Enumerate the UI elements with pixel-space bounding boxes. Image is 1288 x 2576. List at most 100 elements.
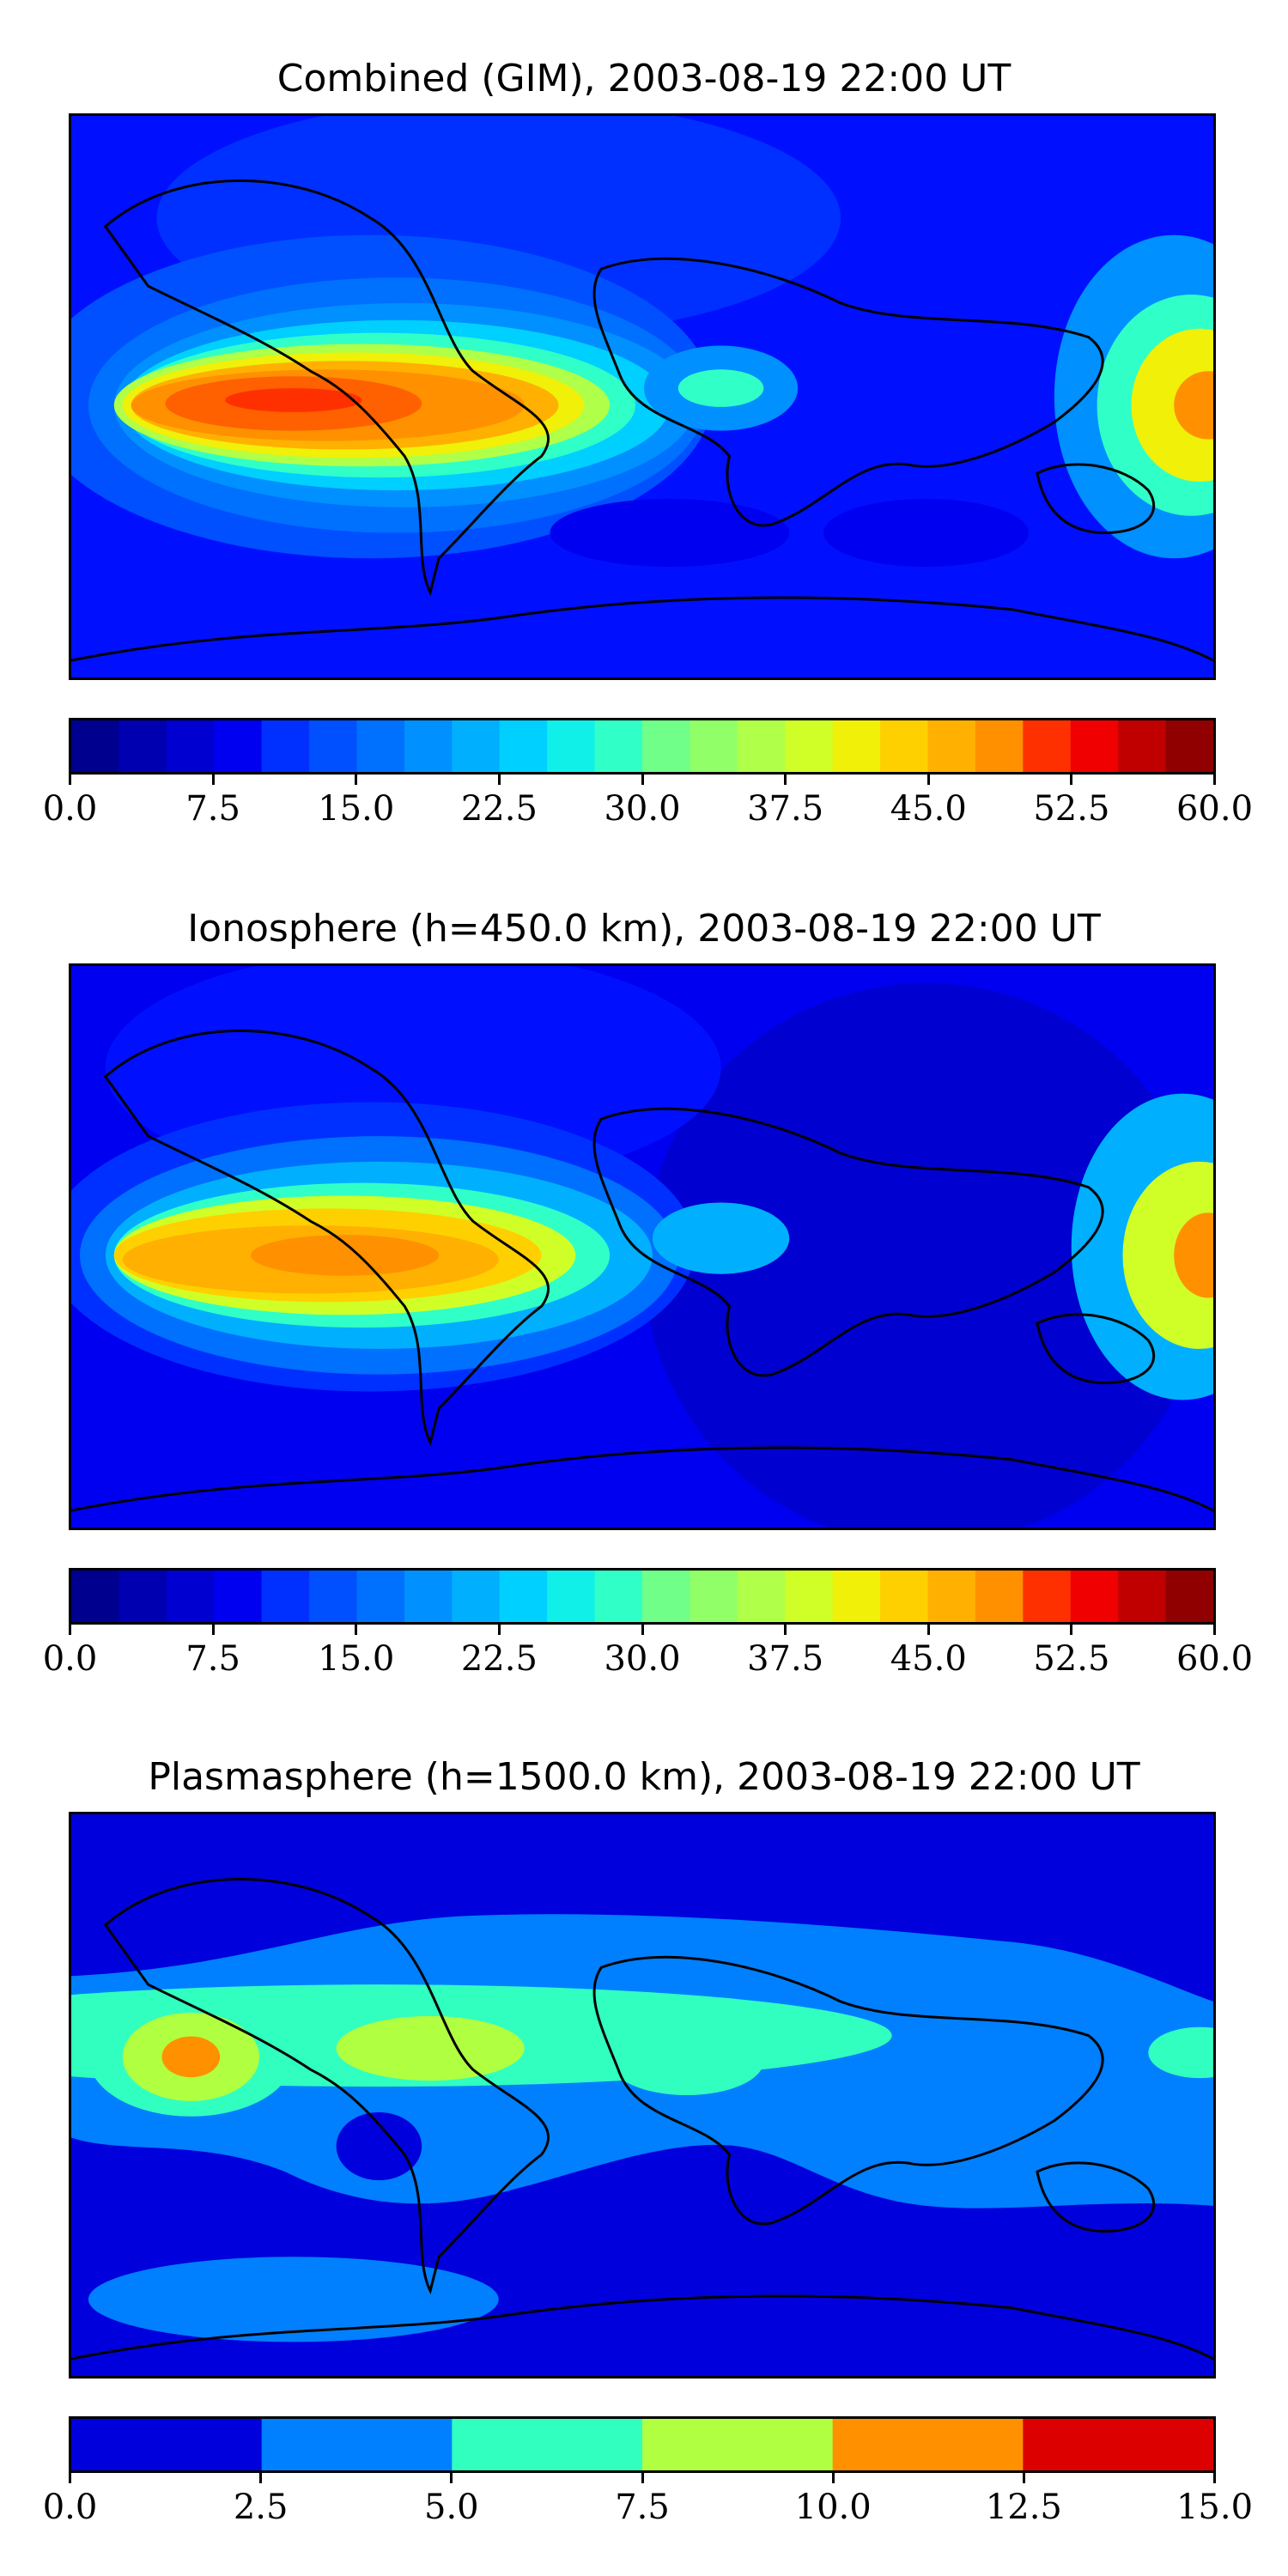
colorbar-tick	[211, 1625, 215, 1635]
colorbar-bin	[880, 720, 929, 772]
colorbar-bin	[1023, 2419, 1213, 2470]
colorbar-bin	[71, 720, 120, 772]
colorbar-ticks-plasmasphere: 0.0 2.5 5.0 7.5 10.0 12.5 15.0	[43, 2473, 1253, 2527]
colorbar-plasmasphere	[69, 2416, 1216, 2473]
colorbar-tick	[450, 2473, 453, 2483]
colorbar-bin	[404, 1571, 453, 1622]
colorbar-tick-label: 15.0	[318, 1639, 395, 1679]
colorbar-bin	[166, 1571, 216, 1622]
colorbar-tick-label: 52.5	[1033, 1639, 1110, 1679]
colorbar-bin	[594, 720, 644, 772]
colorbar-bin	[1070, 1571, 1120, 1622]
colorbar-tick-label: 45.0	[890, 789, 967, 829]
colorbar-tick	[784, 1625, 787, 1635]
colorbar-tick	[927, 775, 930, 785]
colorbar-bin	[642, 1571, 691, 1622]
colorbar-tick-label: 7.5	[615, 2488, 670, 2527]
colorbar-bin	[547, 720, 596, 772]
colorbar-tick	[355, 1625, 358, 1635]
colorbar-bin	[261, 2419, 456, 2470]
colorbar-tick	[211, 775, 215, 785]
colorbar-tick	[1213, 1625, 1216, 1635]
colorbar-tick-label: 60.0	[1176, 1639, 1254, 1679]
colorbar-bin	[356, 720, 406, 772]
colorbar-bin	[309, 1571, 358, 1622]
colorbar-tick	[784, 775, 787, 785]
colorbar-tick	[831, 2473, 835, 2483]
colorbar-tick-label: 7.5	[185, 1639, 240, 1679]
colorbar-tick	[69, 2473, 71, 2483]
colorbar-bin	[214, 720, 263, 772]
colorbar-tick	[927, 1625, 930, 1635]
colorbar-tick	[259, 2473, 263, 2483]
colorbar-bin	[927, 1571, 977, 1622]
panel-title-ionosphere: Ionosphere (h=450.0 km), 2003-08-19 22:0…	[187, 907, 1101, 951]
colorbar-bin	[832, 1571, 882, 1622]
panel-title-combined: Combined (GIM), 2003-08-19 22:00 UT	[276, 57, 1012, 100]
colorbar-bin	[1165, 1571, 1213, 1622]
colorbar-bin	[975, 720, 1024, 772]
colorbar-bin	[642, 2419, 837, 2470]
colorbar-bin	[71, 1571, 120, 1622]
colorbar-bin	[356, 1571, 406, 1622]
colorbar-tick	[1070, 1625, 1073, 1635]
colorbar-tick	[355, 775, 358, 785]
colorbar-bin	[1070, 720, 1120, 772]
colorbar-bin	[737, 1571, 787, 1622]
colorbar-tick-label: 12.5	[985, 2488, 1062, 2527]
colorbar-tick-label: 37.5	[747, 1639, 824, 1679]
colorbar-tick-label: 22.5	[460, 1639, 538, 1679]
colorbar-tick	[641, 2473, 644, 2483]
colorbar-bin	[1118, 720, 1167, 772]
colorbar-bin	[452, 2419, 647, 2470]
colorbar-tick-label: 0.0	[42, 789, 98, 829]
colorbar-bin	[975, 1571, 1024, 1622]
colorbar-bin	[690, 1571, 738, 1622]
colorbar-bin	[261, 720, 311, 772]
colorbar-bin	[880, 1571, 929, 1622]
panel-title-plasmasphere: Plasmasphere (h=1500.0 km), 2003-08-19 2…	[148, 1755, 1140, 1799]
colorbar-tick	[497, 775, 501, 785]
colorbar-tick	[1213, 2473, 1216, 2483]
colorbar-bin	[1023, 720, 1072, 772]
colorbar-bin	[452, 1571, 501, 1622]
colorbar-tick-label: 2.5	[233, 2488, 289, 2527]
colorbar-bin	[404, 720, 453, 772]
map-plasmasphere	[69, 1812, 1216, 2379]
colorbar-tick-label: 5.0	[424, 2488, 479, 2527]
colorbar-ticks-combined: 0.0 7.5 15.0 22.5 30.0 37.5 45.0 52.5 60.0	[43, 775, 1253, 829]
colorbar-tick-label: 30.0	[604, 789, 681, 829]
colorbar-tick	[69, 775, 71, 785]
colorbar-bin	[118, 720, 167, 772]
colorbar-bin	[71, 2419, 266, 2470]
colorbar-bin	[832, 720, 882, 772]
colorbar-bin	[690, 720, 738, 772]
colorbar-tick-label: 15.0	[318, 789, 395, 829]
colorbar-bin	[927, 720, 977, 772]
colorbar-tick-label: 15.0	[1176, 2488, 1254, 2527]
colorbar-combined	[69, 718, 1216, 775]
colorbar-bin	[1165, 720, 1213, 772]
colorbar-ticks-ionosphere: 0.0 7.5 15.0 22.5 30.0 37.5 45.0 52.5 60.0	[43, 1625, 1253, 1679]
colorbar-bin	[499, 720, 549, 772]
colorbar-bin	[832, 2419, 1027, 2470]
colorbar-tick-label: 22.5	[460, 789, 538, 829]
colorbar-bin	[309, 720, 358, 772]
colorbar-tick-label: 45.0	[890, 1639, 967, 1679]
colorbar-bin	[214, 1571, 263, 1622]
colorbar-ionosphere	[69, 1568, 1216, 1625]
colorbar-bin	[785, 720, 834, 772]
colorbar-bin	[785, 1571, 834, 1622]
colorbar-tick	[1022, 2473, 1025, 2483]
colorbar-tick-label: 10.0	[794, 2488, 872, 2527]
colorbar-bin	[452, 720, 501, 772]
colorbar-tick	[641, 775, 644, 785]
colorbar-tick-label: 7.5	[185, 789, 240, 829]
colorbar-bin	[1118, 1571, 1167, 1622]
colorbar-bin	[261, 1571, 311, 1622]
colorbar-tick-label: 30.0	[604, 1639, 681, 1679]
colorbar-tick-label: 52.5	[1033, 789, 1110, 829]
colorbar-bin	[166, 720, 216, 772]
map-combined	[69, 113, 1216, 680]
colorbar-tick	[1070, 775, 1073, 785]
